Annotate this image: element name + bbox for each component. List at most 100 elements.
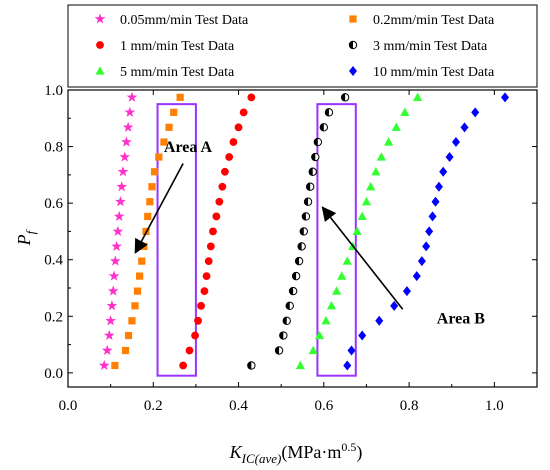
data-point [115, 196, 126, 207]
annotation-arrow [134, 163, 184, 254]
data-point [119, 151, 131, 162]
data-point [124, 331, 133, 340]
legend-item: 5 mm/min Test Data [95, 65, 235, 80]
data-point [128, 317, 136, 325]
plot-frame [67, 89, 538, 388]
data-point [445, 152, 454, 163]
data-point [417, 256, 426, 267]
data-point [501, 92, 510, 103]
data-point [111, 240, 122, 251]
data-point [106, 300, 118, 311]
data-point [402, 286, 411, 297]
data-point [439, 166, 448, 177]
series-star [98, 91, 138, 371]
data-point [358, 330, 367, 341]
data-point [308, 345, 318, 355]
data-point [375, 315, 384, 326]
y-axis-title: Pf [14, 228, 38, 246]
data-point [212, 212, 221, 221]
data-point [371, 166, 381, 176]
data-point [170, 108, 178, 116]
data-point [326, 301, 337, 310]
data-point [321, 316, 331, 325]
axis-ticks: 0.0 0.2 0.4 0.6 0.8 1.0 0.0 0.2 0.4 0.6 0.8 1.0 [44, 83, 537, 414]
data-point [185, 346, 194, 355]
annotation-arrow [321, 206, 404, 310]
legend-marker-diamond [349, 66, 357, 76]
y-tick-label: 0.2 [44, 309, 63, 325]
data-point [124, 106, 136, 117]
legend-item: 0.2mm/min Test Data [349, 13, 495, 28]
annotation-arrows: Area A Area B [134, 139, 485, 327]
legend-marker-square [349, 15, 357, 23]
legend-label: 10 mm/min Test Data [373, 65, 495, 80]
data-point [104, 329, 115, 341]
x-tick-label: 0.0 [59, 398, 78, 414]
data-point [314, 330, 325, 340]
x-tick-label: 0.8 [400, 398, 419, 414]
data-point [138, 257, 146, 265]
legend-item: 1 mm/min Test Data [96, 39, 235, 54]
data-point [400, 107, 410, 116]
data-point [113, 210, 125, 221]
data-point [279, 331, 288, 340]
data-point [146, 198, 154, 206]
data-point [107, 285, 119, 296]
data-point [176, 93, 184, 101]
data-point [422, 241, 431, 252]
data-point [117, 166, 129, 177]
data-point [303, 197, 313, 206]
data-point [112, 225, 124, 236]
data-point [110, 255, 121, 266]
series-half-circle [247, 93, 350, 370]
data-point [342, 256, 352, 265]
legend-box [67, 4, 538, 88]
data-point [295, 360, 305, 370]
data-points [98, 91, 510, 371]
data-point [148, 183, 156, 191]
data-point [391, 122, 401, 131]
highlight-box [316, 103, 357, 377]
y-tick-label: 1.0 [44, 83, 63, 99]
data-point [105, 315, 116, 326]
data-point [357, 211, 367, 221]
data-point [221, 167, 229, 176]
x-axis-title-sup: 0.5 [341, 440, 356, 454]
data-point [282, 316, 291, 326]
data-point [319, 123, 329, 132]
y-tick-label: 0.0 [44, 366, 63, 382]
data-point [225, 153, 234, 161]
data-point [297, 242, 306, 251]
data-point [136, 272, 144, 280]
data-point [116, 181, 128, 192]
data-point [215, 197, 224, 206]
legend-marker-star [94, 13, 106, 24]
x-axis-title-main: K [229, 442, 243, 462]
data-point [274, 346, 284, 355]
data-point [384, 137, 394, 146]
data-point [131, 302, 139, 310]
data-point [209, 227, 217, 236]
legend-label: 3 mm/min Test Data [373, 39, 488, 54]
data-point [347, 345, 356, 356]
data-point [111, 361, 119, 370]
data-point [197, 301, 205, 310]
data-point [299, 227, 308, 236]
data-point [101, 344, 113, 356]
series-diamond [343, 92, 510, 371]
data-point [133, 287, 142, 295]
data-point [234, 123, 243, 132]
data-point [352, 226, 362, 236]
y-tick-label: 0.4 [44, 253, 63, 269]
data-point [294, 256, 304, 266]
data-point [460, 122, 469, 133]
data-point [229, 138, 238, 146]
data-point [239, 108, 248, 117]
data-point [313, 137, 323, 147]
data-point [366, 181, 376, 191]
data-point [390, 300, 399, 311]
data-point [108, 270, 120, 281]
data-point [301, 212, 311, 221]
x-tick-label: 1.0 [485, 398, 504, 414]
